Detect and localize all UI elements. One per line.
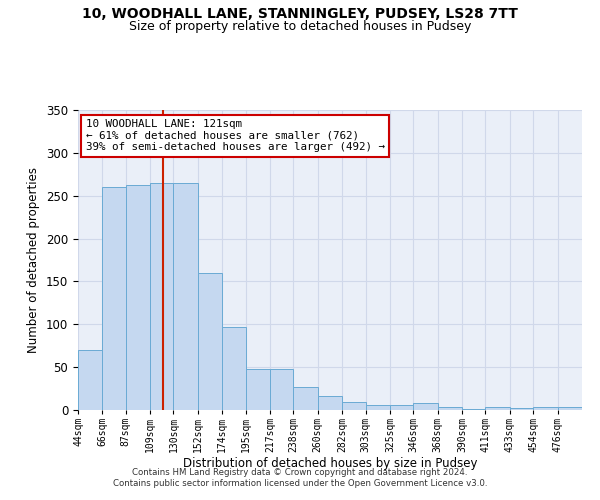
Bar [293, 387, 318, 410]
Bar [462, 409, 485, 410]
Bar [198, 273, 223, 410]
Bar [173, 183, 198, 410]
Bar [365, 405, 390, 410]
Bar [485, 406, 510, 410]
Bar [78, 350, 103, 410]
Text: Size of property relative to detached houses in Pudsey: Size of property relative to detached ho… [129, 20, 471, 33]
Bar [150, 183, 173, 410]
Bar [270, 369, 293, 410]
Bar [223, 327, 245, 410]
Bar [126, 186, 150, 410]
Y-axis label: Number of detached properties: Number of detached properties [28, 167, 40, 353]
Bar [103, 187, 126, 410]
Bar [510, 408, 533, 410]
Bar [245, 369, 270, 410]
Bar [342, 402, 365, 410]
Bar [413, 403, 437, 410]
Bar [437, 406, 462, 410]
Text: Contains HM Land Registry data © Crown copyright and database right 2024.
Contai: Contains HM Land Registry data © Crown c… [113, 468, 487, 487]
Bar [390, 405, 413, 410]
Bar [557, 408, 582, 410]
Bar [318, 396, 342, 410]
Text: Distribution of detached houses by size in Pudsey: Distribution of detached houses by size … [183, 457, 477, 470]
Text: 10 WOODHALL LANE: 121sqm
← 61% of detached houses are smaller (762)
39% of semi-: 10 WOODHALL LANE: 121sqm ← 61% of detach… [86, 119, 385, 152]
Text: 10, WOODHALL LANE, STANNINGLEY, PUDSEY, LS28 7TT: 10, WOODHALL LANE, STANNINGLEY, PUDSEY, … [82, 8, 518, 22]
Bar [533, 406, 557, 410]
